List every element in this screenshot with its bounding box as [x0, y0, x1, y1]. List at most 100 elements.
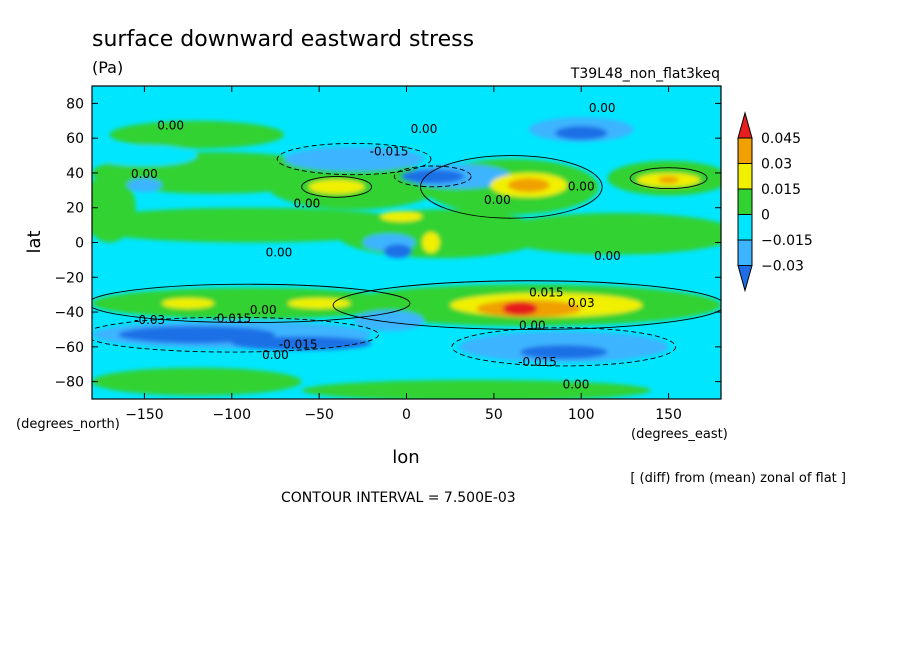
contour-line — [420, 155, 603, 219]
contour-line — [629, 167, 708, 190]
contour-region-lblue-small-west — [126, 178, 162, 193]
plot-area — [92, 86, 721, 399]
colorbar-label: −0.03 — [761, 259, 804, 275]
contour-region-red-core-south — [502, 301, 538, 316]
units-label: (Pa) — [92, 58, 123, 77]
contour-region-band-edge-west — [92, 172, 136, 243]
subtitle: [ (diff) from (mean) zonal of flat ] — [630, 471, 846, 486]
contour-label: 0.00 — [484, 193, 511, 207]
contour-label: 0.00 — [131, 167, 158, 181]
contour-region-dblue-south-east — [520, 345, 608, 360]
contour-label: 0.00 — [519, 318, 546, 332]
contour-region-lblue-south-center — [354, 310, 424, 332]
contour-label: 0.00 — [589, 101, 616, 115]
contour-line — [332, 280, 721, 330]
contour-region-lblue-north-center — [284, 146, 424, 172]
contour-lines — [92, 142, 721, 367]
contour-label: 0.00 — [594, 249, 621, 263]
contour-region-yellow-center-north — [380, 211, 423, 222]
colorbar-label: 0.045 — [761, 131, 801, 147]
colorbar-label: −0.015 — [761, 233, 813, 249]
x-axis: −150 −100 −50 0 50 100 150 — [125, 86, 682, 423]
y-axis: 80 60 40 20 0 −20 −40 −60 −80 — [54, 96, 721, 391]
colorbar-swatch — [737, 214, 753, 241]
x-tick-label: 50 — [485, 407, 503, 423]
chart-title: surface downward eastward stress — [92, 27, 474, 52]
contour-label: 0.00 — [250, 303, 277, 317]
colorbar-label: 0.015 — [761, 182, 801, 198]
x-tick-label: 100 — [568, 407, 595, 423]
y-units-label: (degrees_north) — [16, 417, 120, 432]
contour-line — [451, 327, 677, 367]
y-tick-label: −20 — [54, 270, 84, 286]
y-tick-label: 20 — [66, 201, 84, 217]
contour-label: 0.00 — [568, 179, 595, 193]
y-tick-label: −40 — [54, 305, 84, 321]
contour-label: -0.03 — [134, 313, 165, 327]
contour-label: 0.00 — [411, 122, 438, 136]
contour-label: 0.00 — [157, 118, 184, 132]
contour-region-orange-north-east — [507, 178, 550, 193]
contour-line — [276, 142, 432, 176]
contour-region-yellow-south-west — [161, 298, 215, 309]
contour-region-dblue-north-east — [555, 125, 608, 140]
colorbar: 0.045 0.03 0.015 0 −0.015 −0.03 — [737, 111, 813, 293]
contour-label: 0.00 — [294, 197, 321, 211]
y-tick-label: 80 — [66, 96, 84, 112]
contour-label: 0.03 — [568, 296, 595, 310]
y-tick-label: −80 — [54, 375, 84, 391]
contour-label: 0.00 — [563, 378, 590, 392]
contour-region-band-polar-south-east — [301, 379, 652, 399]
contour-label: -0.015 — [370, 145, 409, 159]
contour-region-yellow-equator — [422, 232, 440, 253]
y-tick-label: 40 — [66, 166, 84, 182]
y-axis-label: lat — [24, 230, 45, 253]
x-units-label: (degrees_east) — [631, 427, 728, 442]
contour-label: 0.00 — [266, 245, 293, 259]
y-tick-label: 60 — [66, 131, 84, 147]
contour-label: -0.015 — [518, 355, 557, 369]
contour-region-gap-tropics-south — [126, 258, 267, 280]
contour-line — [301, 175, 373, 198]
colorbar-arrow-bottom — [737, 265, 753, 293]
contour-line — [92, 283, 411, 323]
colorbar-swatch — [737, 239, 753, 266]
colorbar-label: 0.03 — [761, 157, 792, 173]
contour-label: -0.015 — [212, 311, 251, 325]
contour-region-dblue-south-west — [118, 325, 276, 344]
contour-region-yellow-north-west — [308, 179, 365, 194]
contour-region-dblue-equator — [383, 244, 412, 259]
contour-region-band-south-west — [92, 287, 407, 320]
contour-region-dblue-north-center — [401, 169, 465, 184]
colorbar-arrow-top — [737, 111, 753, 139]
x-tick-label: −150 — [125, 407, 163, 423]
x-axis-label: lon — [392, 447, 419, 468]
contour-region-yellow-south-center — [287, 298, 351, 309]
y-tick-label: −60 — [54, 340, 84, 356]
colorbar-label: 0 — [761, 208, 770, 224]
x-tick-label: 150 — [655, 407, 682, 423]
contour-region-band-tropics-east — [493, 212, 721, 255]
colorbar-swatch — [737, 137, 753, 164]
colorbar-swatch — [737, 163, 753, 190]
contour-label: -0.015 — [279, 338, 318, 352]
y-tick-label: 0 — [75, 236, 84, 252]
contour-region-gap-east-south — [581, 259, 721, 278]
contour-region-orange-north-far-east — [658, 176, 680, 184]
x-tick-label: −100 — [213, 407, 251, 423]
contour-line — [92, 316, 379, 353]
contour-region-gap-north-west — [92, 145, 197, 166]
contour-label: 0.00 — [262, 348, 289, 362]
filled-contours — [92, 117, 721, 399]
colorbar-swatch — [737, 188, 753, 215]
run-label: T39L48_non_flat3keq — [570, 66, 720, 82]
x-tick-label: 0 — [402, 407, 411, 423]
contour-region-band-north-high — [109, 120, 285, 149]
contour-interval-label: CONTOUR INTERVAL = 7.500E-03 — [281, 490, 516, 506]
contour-region-band-polar-south-west — [92, 367, 302, 396]
contour-line — [393, 165, 472, 188]
contour-label: 0.015 — [529, 285, 563, 299]
x-tick-label: −50 — [304, 407, 334, 423]
